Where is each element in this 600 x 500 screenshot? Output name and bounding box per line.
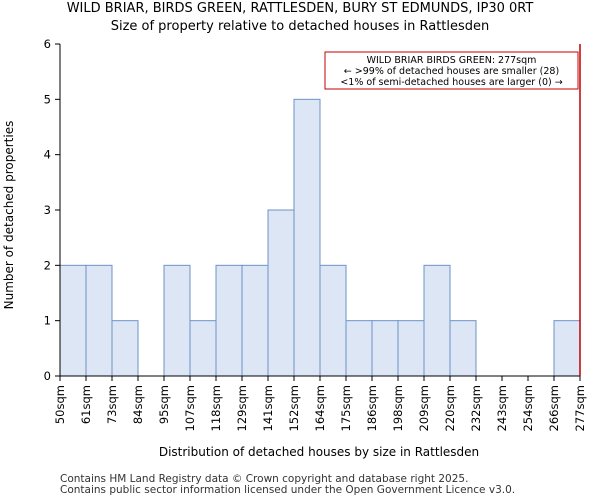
- bar: [267, 209, 295, 377]
- x-axis-label: Distribution of detached houses by size …: [159, 445, 479, 459]
- bar: [345, 320, 373, 377]
- x-tick-label: 164sqm: [313, 385, 327, 431]
- bar: [553, 320, 581, 377]
- annotation-box: [324, 51, 579, 90]
- x-tick-label: 232sqm: [469, 385, 483, 431]
- bar: [293, 98, 321, 377]
- x-tick-label: 73sqm: [105, 385, 119, 424]
- x-tick-label: 118sqm: [209, 385, 223, 431]
- annotation-line1: WILD BRIAR BIRDS GREEN: 277sqm: [367, 55, 537, 66]
- chart-subtitle: Size of property relative to detached ho…: [110, 19, 490, 34]
- x-tick-label: 141sqm: [261, 385, 275, 431]
- ticks-group: 0 1 2 3 4 5 6 50sqm 61sqm 73sqm 84sqm 95sqm 107sqm 11…: [44, 37, 587, 431]
- x-tick-label: 84sqm: [131, 385, 145, 424]
- y-tick-label: 1: [44, 314, 51, 328]
- x-tick-label: 220sqm: [443, 385, 457, 431]
- bar: [241, 264, 269, 377]
- x-tick-label: 266sqm: [547, 385, 561, 431]
- x-tick-label: 129sqm: [235, 385, 249, 431]
- bar-chart: 0 1 2 3 4 5 6 50sqm 61sqm 73sqm 84sqm 95sqm 107sqm 11…: [2, 37, 587, 459]
- footer-line-2: Contains public sector information licen…: [60, 484, 516, 496]
- bar: [85, 264, 113, 377]
- bar: [449, 320, 477, 377]
- x-tick-label: 243sqm: [495, 385, 509, 431]
- x-tick-label: 186sqm: [365, 385, 379, 431]
- bar: [397, 320, 425, 377]
- x-tick-label: 254sqm: [521, 385, 535, 431]
- bar: [59, 264, 87, 377]
- x-tick-label: 107sqm: [183, 385, 197, 431]
- marker-group: WILD BRIAR BIRDS GREEN: 277sqm← >99% of …: [324, 44, 581, 376]
- chart-title: WILD BRIAR, BIRDS GREEN, RATTLESDEN, BUR…: [66, 1, 534, 16]
- bar: [111, 320, 139, 377]
- y-tick-label: 6: [44, 37, 51, 51]
- y-tick-label: 2: [44, 258, 51, 272]
- x-tick-label: 175sqm: [339, 385, 353, 431]
- bar: [319, 264, 347, 377]
- bar: [371, 320, 399, 377]
- bars-group: [59, 98, 581, 377]
- x-tick-label: 50sqm: [53, 385, 67, 424]
- y-tick-label: 0: [44, 369, 51, 383]
- y-tick-label: 4: [44, 148, 51, 162]
- annotation-line2: ← >99% of detached houses are smaller (2…: [344, 66, 559, 77]
- x-tick-label: 95sqm: [157, 385, 171, 424]
- bar: [163, 264, 191, 377]
- bar: [423, 264, 451, 377]
- x-tick-label: 198sqm: [391, 385, 405, 431]
- x-tick-label: 61sqm: [79, 385, 93, 424]
- annotation-line3: <1% of semi-detached houses are larger (…: [340, 77, 562, 88]
- x-tick-label: 152sqm: [287, 385, 301, 431]
- y-tick-label: 5: [44, 92, 51, 106]
- footer-line-1: Contains HM Land Registry data © Crown c…: [60, 473, 469, 485]
- bar: [189, 320, 217, 377]
- bar: [215, 264, 243, 377]
- y-axis-label: Number of detached properties: [2, 121, 16, 310]
- y-tick-label: 3: [44, 203, 51, 217]
- x-tick-label: 209sqm: [417, 385, 431, 431]
- x-tick-label: 277sqm: [573, 385, 587, 431]
